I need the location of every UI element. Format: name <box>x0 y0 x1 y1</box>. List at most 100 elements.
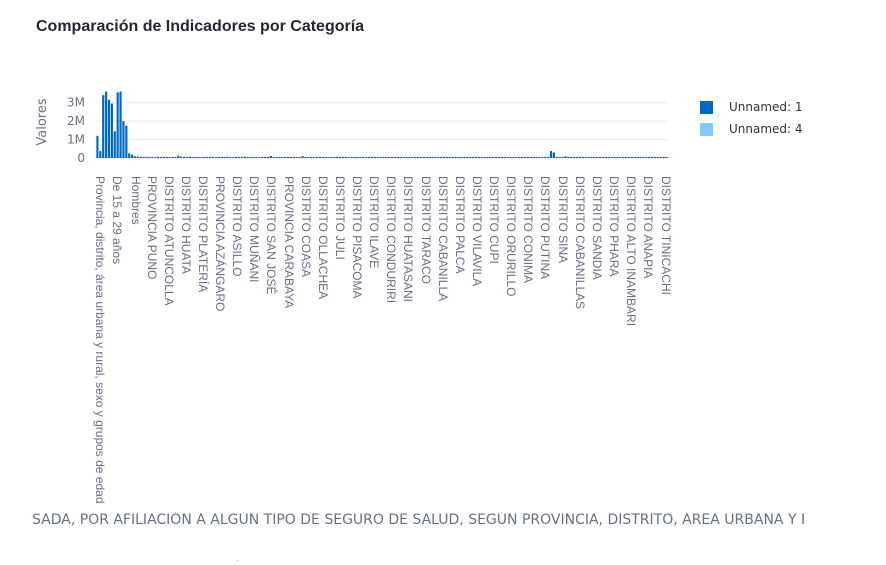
bar-unnamed-1 <box>633 156 636 158</box>
bar-unnamed-1 <box>610 156 613 158</box>
bar-unnamed-1 <box>578 156 581 158</box>
x-tick-label: DISTRITO ATUNCOLLA <box>162 176 176 306</box>
bar-unnamed-1 <box>263 156 267 158</box>
bar-unnamed-1 <box>315 156 319 158</box>
bar-unnamed-1 <box>289 156 293 158</box>
bar-unnamed-1 <box>159 156 163 158</box>
bar-unnamed-1 <box>307 156 310 158</box>
legend-label: Unnamed: 4 <box>729 122 803 136</box>
x-tick-label: DISTRITO MUÑANI <box>247 176 261 282</box>
bar-unnamed-1 <box>246 156 249 158</box>
bar-unnamed-1 <box>492 156 495 158</box>
bar-unnamed-1 <box>235 156 238 158</box>
bar-unnamed-1 <box>177 155 180 158</box>
bar-unnamed-1 <box>408 156 411 158</box>
bar-unnamed-1 <box>362 156 365 158</box>
bar-unnamed-1 <box>125 125 128 158</box>
bar-unnamed-1 <box>385 156 388 158</box>
bar-unnamed-1 <box>581 156 584 158</box>
bar-unnamed-1 <box>471 156 475 158</box>
x-tick-label: DISTRITO VILAVILA <box>470 176 484 286</box>
bar-unnamed-1 <box>622 156 625 158</box>
bar-unnamed-1 <box>625 156 628 158</box>
bar-unnamed-1 <box>185 156 189 158</box>
bar-unnamed-1 <box>639 156 642 158</box>
bar-unnamed-1 <box>157 156 160 158</box>
bar-unnamed-1 <box>604 156 607 158</box>
bar-unnamed-1 <box>544 156 547 158</box>
bar-unnamed-1 <box>266 156 269 158</box>
bar-unnamed-1 <box>535 156 538 158</box>
bar-unnamed-1 <box>506 156 509 158</box>
bar-unnamed-1 <box>558 156 561 158</box>
x-tick-label: DISTRITO OLLACHEA <box>316 176 330 299</box>
bar-unnamed-1 <box>217 156 220 158</box>
x-tick-label: DISTRITO CONDURIRI <box>384 176 398 303</box>
x-tick-label: Hombres <box>129 176 143 225</box>
x-tick-label: DISTRITO ILAVE <box>367 176 381 268</box>
bar-unnamed-1 <box>341 156 345 158</box>
bar-unnamed-1 <box>229 156 232 158</box>
bar-unnamed-1 <box>512 156 515 158</box>
bar-unnamed-1 <box>414 156 417 158</box>
y-axis-title: Valores <box>35 98 50 145</box>
bar-unnamed-1 <box>457 156 460 158</box>
x-tick-label: DISTRITO CUPI <box>487 176 501 264</box>
bar-unnamed-1 <box>405 156 408 158</box>
bar-unnamed-1 <box>113 131 116 158</box>
bar-unnamed-1 <box>538 156 541 158</box>
x-tick-label: DISTRITO ALTO INAMBARI <box>624 176 638 326</box>
bar-unnamed-1 <box>359 156 362 158</box>
bar-unnamed-1 <box>269 155 272 158</box>
bar-unnamed-1 <box>656 156 659 158</box>
bar-unnamed-1 <box>599 156 602 158</box>
x-tick-label: DISTRITO PISACOMA <box>350 176 364 298</box>
bar-unnamed-1 <box>119 91 122 158</box>
y-tick-label: 3M <box>67 96 85 110</box>
bar-unnamed-1 <box>191 157 194 158</box>
bar-unnamed-1 <box>555 156 558 158</box>
bar-unnamed-1 <box>466 156 469 158</box>
x-axis-title: SADA, POR AFILIACIÓN A ALGÚN TIPO DE SEG… <box>32 512 804 528</box>
bar-unnamed-1 <box>573 156 576 158</box>
bar-unnamed-1 <box>356 156 359 158</box>
bar-unnamed-1 <box>665 156 668 158</box>
bar-unnamed-1 <box>128 153 131 158</box>
bar-unnamed-1 <box>330 156 333 158</box>
bar-unnamed-1 <box>183 156 186 158</box>
bar-unnamed-1 <box>200 157 203 158</box>
bar-unnamed-1 <box>148 156 151 158</box>
bar-unnamed-1 <box>422 156 425 158</box>
x-tick-label: DISTRITO PUTINA <box>538 176 552 279</box>
x-tick-label: DISTRITO PLATERÍA <box>196 176 211 292</box>
legend-item-unnamed-1[interactable]: Unnamed: 1 <box>700 96 803 118</box>
bar-unnamed-1 <box>425 156 428 158</box>
bar-unnamed-1 <box>613 156 616 158</box>
x-tick-label: DISTRITO PHARA <box>607 176 621 276</box>
bar-unnamed-1 <box>327 157 330 158</box>
bar-unnamed-1 <box>243 156 246 158</box>
bar-unnamed-1 <box>653 156 657 158</box>
bar-unnamed-1 <box>393 156 397 158</box>
bar-unnamed-1 <box>261 156 264 158</box>
legend-item-unnamed-4[interactable]: Unnamed: 4 <box>700 118 803 140</box>
bar-unnamed-1 <box>136 156 139 158</box>
bar-unnamed-1 <box>313 157 316 158</box>
bar-unnamed-1 <box>662 156 665 158</box>
bar-unnamed-1 <box>165 156 168 158</box>
x-tick-label: DISTRITO SAN JOSÉ <box>264 176 279 294</box>
bar-unnamed-1 <box>333 156 336 158</box>
bar-unnamed-1 <box>168 157 171 158</box>
bar-unnamed-1 <box>431 156 434 158</box>
bar-unnamed-1 <box>278 156 281 158</box>
bar-unnamed-1 <box>561 156 564 158</box>
bar-unnamed-1 <box>529 156 532 158</box>
bar-unnamed-1 <box>469 156 472 158</box>
bar-unnamed-1 <box>509 156 512 158</box>
bar-unnamed-1 <box>194 156 197 158</box>
bar-unnamed-1 <box>99 150 102 158</box>
bar-unnamed-1 <box>292 156 295 158</box>
x-tick-label: De 15 a 29 años <box>110 176 124 264</box>
bar-unnamed-1 <box>636 156 639 158</box>
bar-unnamed-1 <box>376 156 379 158</box>
